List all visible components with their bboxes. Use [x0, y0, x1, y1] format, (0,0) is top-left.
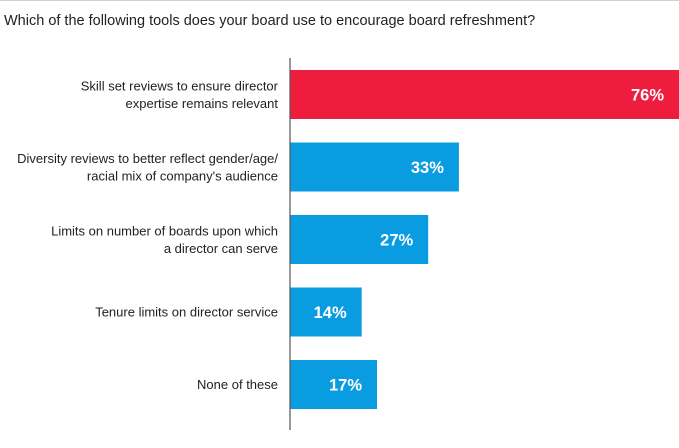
bar-3: [290, 287, 362, 337]
category-label-line: a director can serve: [164, 241, 278, 256]
category-label-line: expertise remains relevant: [126, 96, 279, 111]
value-label-3: 14%: [314, 304, 347, 322]
value-label-1: 33%: [411, 159, 444, 177]
bars-group: 76% Skill set reviews to ensure director e…: [17, 70, 679, 409]
category-label-1: Diversity reviews to better reflect gend…: [17, 151, 278, 184]
top-divider: [0, 0, 679, 1]
bar-1: [290, 142, 459, 192]
category-label-3: Tenure limits on director service: [95, 305, 278, 320]
value-label-2: 27%: [380, 232, 413, 250]
category-label-line: Skill set reviews to ensure director: [81, 78, 279, 93]
value-label-4: 17%: [329, 377, 362, 395]
category-label-4: None of these: [197, 377, 278, 392]
bar-2: [290, 215, 429, 264]
category-label-0: Skill set reviews to ensure director expe…: [81, 78, 279, 111]
category-label-line: None of these: [197, 377, 278, 392]
bar-0: [290, 70, 679, 119]
category-label-line: racial mix of company's audience: [87, 168, 278, 183]
value-label-0: 76%: [631, 87, 664, 105]
category-label-line: Limits on number of boards upon which: [51, 223, 278, 238]
bar-4: [290, 360, 378, 409]
category-label-2: Limits on number of boards upon which a d…: [51, 223, 278, 256]
category-label-line: Tenure limits on director service: [95, 305, 278, 320]
chart-question-title: Which of the following tools does your b…: [4, 13, 536, 29]
category-label-line: Diversity reviews to better reflect gend…: [17, 151, 278, 166]
